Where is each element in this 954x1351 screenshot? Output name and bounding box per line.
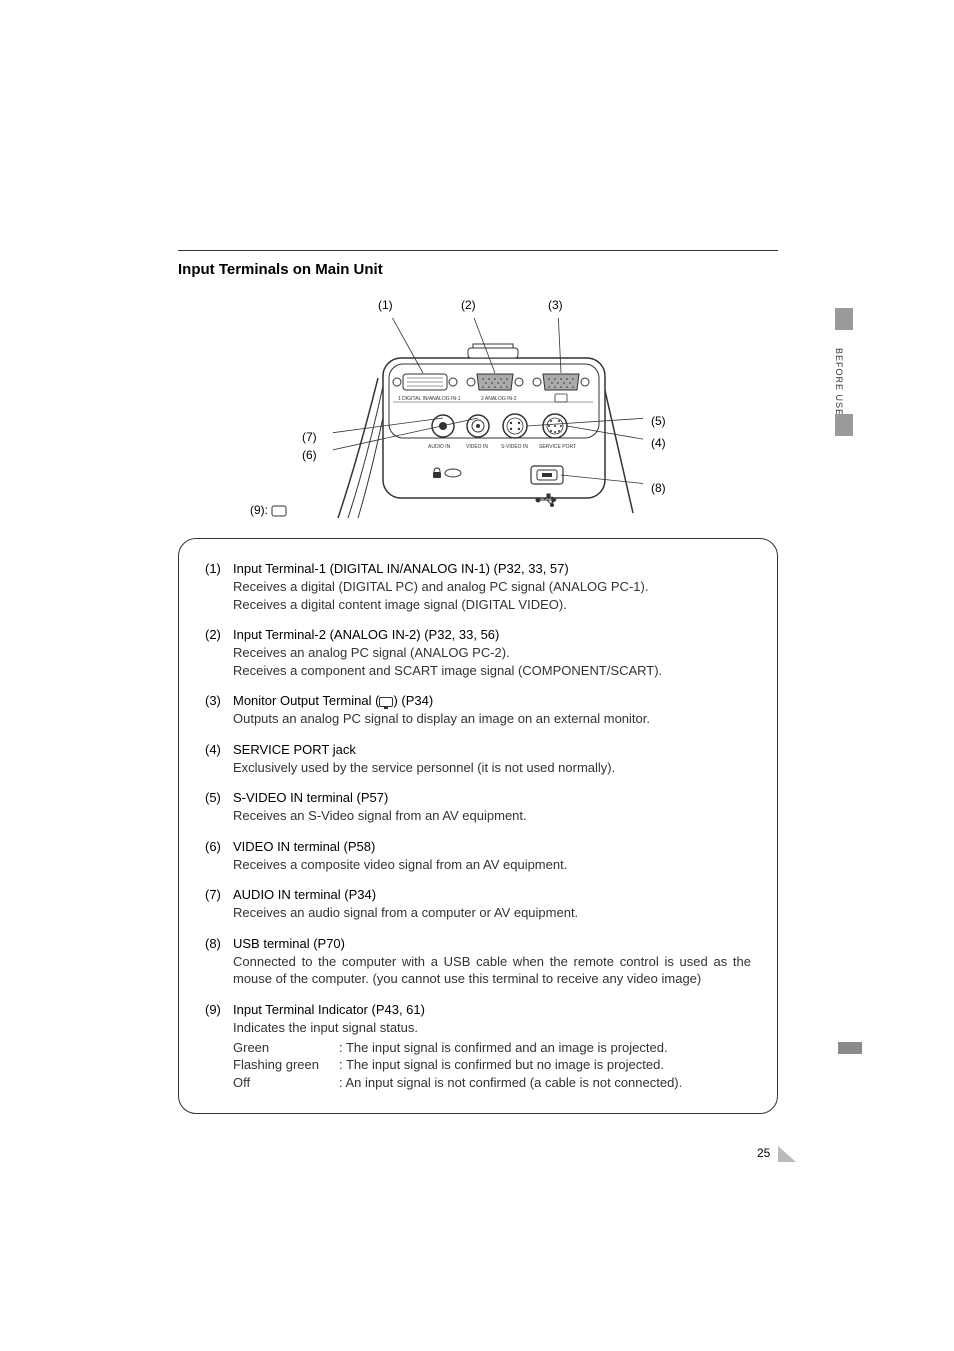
- desc-line: Receives an audio signal from a computer…: [233, 904, 751, 922]
- desc-line: Receives an analog PC signal (ANALOG PC-…: [233, 644, 751, 662]
- desc-num: (1): [205, 561, 233, 576]
- side-page-marker: [838, 1042, 862, 1054]
- side-tab-block-top: [835, 308, 853, 330]
- desc-title: VIDEO IN terminal (P58): [233, 839, 751, 854]
- status-row: Off : An input signal is not confirmed (…: [233, 1074, 751, 1092]
- desc-num: (6): [205, 839, 233, 854]
- desc-title: SERVICE PORT jack: [233, 742, 751, 757]
- desc-line: Receives a composite video signal from a…: [233, 856, 751, 874]
- desc-title: AUDIO IN terminal (P34): [233, 887, 751, 902]
- desc-item-3: (3) Monitor Output Terminal ( ) (P34) Out…: [205, 693, 751, 728]
- desc-title: S-VIDEO IN terminal (P57): [233, 790, 751, 805]
- desc-title: Input Terminal-1 (DIGITAL IN/ANALOG IN-1…: [233, 561, 751, 576]
- port-label-2: 2 ANALOG IN-2: [481, 396, 517, 402]
- page-number: 25: [757, 1146, 770, 1160]
- status-text: : An input signal is not confirmed (a ca…: [339, 1074, 751, 1092]
- desc-line: Receives an S-Video signal from an AV eq…: [233, 807, 751, 825]
- side-tab-label: BEFORE USE: [834, 348, 844, 416]
- port-label-video: VIDEO IN: [466, 444, 488, 450]
- status-label: Green: [233, 1039, 339, 1057]
- callout-9: (9):: [250, 503, 287, 517]
- callout-9-text: (9):: [250, 503, 271, 517]
- callout-3: (3): [548, 298, 563, 312]
- callout-7: (7): [302, 430, 317, 444]
- desc-num: (4): [205, 742, 233, 757]
- description-box: (1) Input Terminal-1 (DIGITAL IN/ANALOG …: [178, 538, 778, 1114]
- desc-num: (5): [205, 790, 233, 805]
- status-label: Off: [233, 1074, 339, 1092]
- desc-item-1: (1) Input Terminal-1 (DIGITAL IN/ANALOG …: [205, 561, 751, 613]
- desc-line: Exclusively used by the service personne…: [233, 759, 751, 777]
- page-content: Input Terminals on Main Unit (1) (2) (3)…: [178, 250, 778, 1114]
- desc-title: Input Terminal Indicator (P43, 61): [233, 1002, 751, 1017]
- page-corner-triangle: [778, 1146, 796, 1162]
- callout-5: (5): [651, 414, 666, 428]
- desc-line: Receives a digital content image signal …: [233, 596, 751, 614]
- desc-num: (2): [205, 627, 233, 642]
- callout-8: (8): [651, 481, 666, 495]
- status-row: Flashing green : The input signal is con…: [233, 1056, 751, 1074]
- callout-1: (1): [378, 298, 393, 312]
- desc-num: (3): [205, 693, 233, 708]
- status-row: Green : The input signal is confirmed an…: [233, 1039, 751, 1057]
- callout-6: (6): [302, 448, 317, 462]
- desc-line: Indicates the input signal status.: [233, 1019, 751, 1037]
- desc-num: (7): [205, 887, 233, 902]
- monitor-icon: [379, 697, 393, 707]
- desc-item-7: (7) AUDIO IN terminal (P34) Receives an …: [205, 887, 751, 922]
- side-tab-block-bottom: [835, 414, 853, 436]
- status-label: Flashing green: [233, 1056, 339, 1074]
- port-label-svideo: S-VIDEO IN: [501, 444, 528, 450]
- desc-item-6: (6) VIDEO IN terminal (P58) Receives a c…: [205, 839, 751, 874]
- desc-item-5: (5) S-VIDEO IN terminal (P57) Receives a…: [205, 790, 751, 825]
- desc-title: Monitor Output Terminal ( ) (P34): [233, 693, 751, 708]
- section-title: Input Terminals on Main Unit: [178, 261, 778, 278]
- top-divider: [178, 250, 778, 251]
- callout-2: (2): [461, 298, 476, 312]
- desc-item-8: (8) USB terminal (P70) Connected to the …: [205, 936, 751, 988]
- desc-line: Connected to the computer with a USB cab…: [233, 953, 751, 988]
- port-label-audio: AUDIO IN: [428, 444, 451, 450]
- desc-line: Receives a component and SCART image sig…: [233, 662, 751, 680]
- desc-title-pre: Monitor Output Terminal (: [233, 693, 379, 708]
- callout-4: (4): [651, 436, 666, 450]
- desc-title: Input Terminal-2 (ANALOG IN-2) (P32, 33,…: [233, 627, 751, 642]
- indicator-icon: [271, 505, 287, 517]
- terminal-panel-svg: 1 DIGITAL IN/ANALOG IN-1 2 ANALOG IN-2: [333, 318, 643, 518]
- terminal-diagram: (1) (2) (3) (5) (4) (8) (7) (6) (9):: [178, 298, 778, 528]
- desc-item-9: (9) Input Terminal Indicator (P43, 61) I…: [205, 1002, 751, 1091]
- status-text: : The input signal is confirmed but no i…: [339, 1056, 751, 1074]
- desc-item-4: (4) SERVICE PORT jack Exclusively used b…: [205, 742, 751, 777]
- port-label-1: 1 DIGITAL IN/ANALOG IN-1: [398, 396, 461, 402]
- desc-title-post: ) (P34): [393, 693, 433, 708]
- desc-line: Receives a digital (DIGITAL PC) and anal…: [233, 578, 751, 596]
- desc-num: (9): [205, 1002, 233, 1017]
- desc-item-2: (2) Input Terminal-2 (ANALOG IN-2) (P32,…: [205, 627, 751, 679]
- status-text: : The input signal is confirmed and an i…: [339, 1039, 751, 1057]
- status-table: Green : The input signal is confirmed an…: [233, 1039, 751, 1092]
- desc-num: (8): [205, 936, 233, 951]
- port-label-service: SERVICE PORT: [539, 444, 576, 450]
- desc-title: USB terminal (P70): [233, 936, 751, 951]
- desc-line: Outputs an analog PC signal to display a…: [233, 710, 751, 728]
